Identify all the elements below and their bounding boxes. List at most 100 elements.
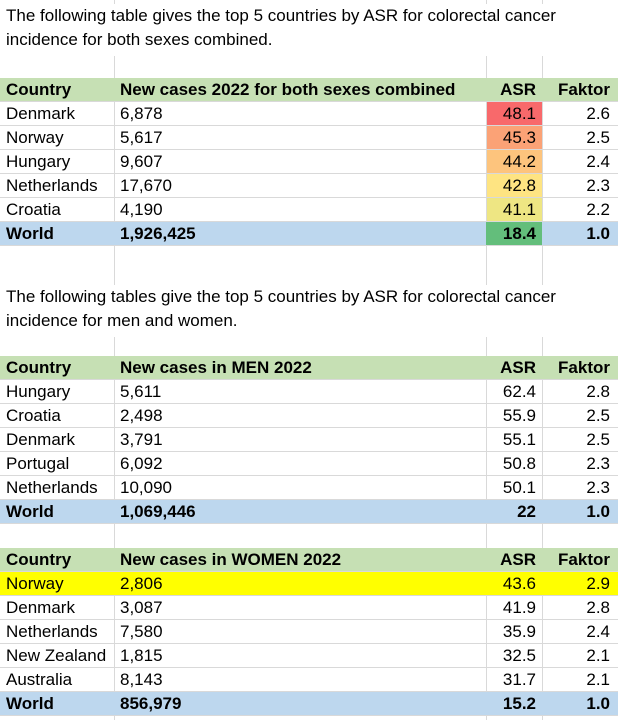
cell-new-cases[interactable]: 5,617 xyxy=(114,126,486,149)
world-row: World 1,069,446 22 1.0 xyxy=(0,500,618,524)
header-asr[interactable]: ASR xyxy=(500,80,536,99)
cell-country[interactable]: Hungary xyxy=(6,152,71,171)
cell-country[interactable]: Australia xyxy=(6,670,73,689)
cell-asr[interactable]: 43.6 xyxy=(502,574,536,593)
cell-faktor[interactable]: 2.3 xyxy=(542,476,618,499)
header-new-cases[interactable]: New cases 2022 for both sexes combined xyxy=(120,80,456,99)
cell-asr[interactable]: 45.3 xyxy=(486,126,542,149)
cell-faktor[interactable]: 2.6 xyxy=(542,102,618,125)
cell-country[interactable]: Hungary xyxy=(6,382,71,401)
cell-country[interactable]: Denmark xyxy=(6,598,75,617)
cell-new-cases[interactable]: 4,190 xyxy=(114,198,486,221)
cell-faktor[interactable]: 2.1 xyxy=(542,644,618,667)
cell-new-cases[interactable]: 5,611 xyxy=(114,380,486,403)
header-new-cases[interactable]: New cases in WOMEN 2022 xyxy=(120,550,342,569)
cell-country[interactable]: Portugal xyxy=(6,454,70,473)
cell-asr[interactable]: 41.9 xyxy=(486,596,542,619)
table-row: Denmark 3,791 55.1 2.5 xyxy=(0,428,618,452)
cell-faktor[interactable]: 2.9 xyxy=(586,574,610,593)
cell-country[interactable]: Netherlands xyxy=(6,622,98,641)
header-asr[interactable]: ASR xyxy=(500,358,536,377)
cell-asr[interactable]: 55.9 xyxy=(486,404,542,427)
table-row: Norway 2,806 43.6 2.9 xyxy=(0,572,618,596)
header-country[interactable]: Country xyxy=(6,358,72,377)
header-country[interactable]: Country xyxy=(6,550,72,569)
table-row: Denmark 3,087 41.9 2.8 xyxy=(0,596,618,620)
table-men: Country New cases in MEN 2022 ASR Faktor… xyxy=(0,356,618,524)
cell-country[interactable]: Denmark xyxy=(6,104,75,123)
cell-new-cases[interactable]: 2,498 xyxy=(114,404,486,427)
header-faktor[interactable]: Faktor xyxy=(558,550,610,569)
header-faktor[interactable]: Faktor xyxy=(558,358,610,377)
table-row: Croatia 2,498 55.9 2.5 xyxy=(0,404,618,428)
cell-asr[interactable]: 55.1 xyxy=(486,428,542,451)
cell-new-cases[interactable]: 17,670 xyxy=(114,174,486,197)
cell-asr[interactable]: 50.8 xyxy=(486,452,542,475)
world-cases[interactable]: 1,926,425 xyxy=(120,224,196,243)
cell-faktor[interactable]: 2.8 xyxy=(542,380,618,403)
cell-faktor[interactable]: 2.5 xyxy=(542,126,618,149)
cell-country[interactable]: Croatia xyxy=(6,200,61,219)
cell-country[interactable]: Netherlands xyxy=(6,478,98,497)
cell-asr[interactable]: 50.1 xyxy=(486,476,542,499)
table-header-row: Country New cases in WOMEN 2022 ASR Fakt… xyxy=(0,548,618,572)
cell-new-cases[interactable]: 1,815 xyxy=(114,644,486,667)
cell-asr[interactable]: 31.7 xyxy=(486,668,542,691)
header-asr[interactable]: ASR xyxy=(500,550,536,569)
cell-country[interactable]: Netherlands xyxy=(6,176,98,195)
cell-asr[interactable]: 44.2 xyxy=(486,150,542,173)
table-row: New Zealand 1,815 32.5 2.1 xyxy=(0,644,618,668)
table-row: Croatia 4,190 41.1 2.2 xyxy=(0,198,618,222)
cell-asr[interactable]: 32.5 xyxy=(486,644,542,667)
cell-faktor[interactable]: 2.3 xyxy=(542,452,618,475)
cell-new-cases[interactable]: 3,791 xyxy=(114,428,486,451)
cell-country[interactable]: Denmark xyxy=(6,430,75,449)
cell-new-cases[interactable]: 6,092 xyxy=(114,452,486,475)
cell-new-cases[interactable]: 7,580 xyxy=(114,620,486,643)
cell-new-cases[interactable]: 6,878 xyxy=(114,102,486,125)
world-country[interactable]: World xyxy=(6,224,54,243)
world-cases[interactable]: 856,979 xyxy=(120,694,182,713)
table-row: Netherlands 17,670 42.8 2.3 xyxy=(0,174,618,198)
header-faktor[interactable]: Faktor xyxy=(558,80,610,99)
cell-faktor[interactable]: 2.2 xyxy=(542,198,618,221)
table-row: Hungary 5,611 62.4 2.8 xyxy=(0,380,618,404)
cell-faktor[interactable]: 2.5 xyxy=(542,404,618,427)
world-country[interactable]: World xyxy=(6,502,54,521)
cell-faktor[interactable]: 2.4 xyxy=(542,150,618,173)
world-faktor[interactable]: 1.0 xyxy=(586,502,610,521)
cell-country[interactable]: New Zealand xyxy=(6,646,107,665)
cell-asr[interactable]: 62.4 xyxy=(486,380,542,403)
world-cases[interactable]: 1,069,446 xyxy=(120,502,196,521)
cell-asr[interactable]: 42.8 xyxy=(486,174,542,197)
cell-asr[interactable]: 48.1 xyxy=(486,102,542,125)
cell-faktor[interactable]: 2.5 xyxy=(542,428,618,451)
cell-faktor[interactable]: 2.1 xyxy=(542,668,618,691)
cell-faktor[interactable]: 2.3 xyxy=(542,174,618,197)
cell-faktor[interactable]: 2.4 xyxy=(542,620,618,643)
header-new-cases[interactable]: New cases in MEN 2022 xyxy=(120,358,312,377)
world-asr[interactable]: 18.4 xyxy=(486,222,542,245)
cell-new-cases[interactable]: 2,806 xyxy=(120,574,163,593)
cell-new-cases[interactable]: 8,143 xyxy=(114,668,486,691)
world-asr[interactable]: 22 xyxy=(517,502,536,521)
table-row: Australia 8,143 31.7 2.1 xyxy=(0,668,618,692)
header-country[interactable]: Country xyxy=(6,80,72,99)
world-faktor[interactable]: 1.0 xyxy=(586,694,610,713)
table-row: Hungary 9,607 44.2 2.4 xyxy=(0,150,618,174)
world-faktor[interactable]: 1.0 xyxy=(586,224,610,243)
cell-new-cases[interactable]: 9,607 xyxy=(114,150,486,173)
cell-asr[interactable]: 35.9 xyxy=(486,620,542,643)
cell-new-cases[interactable]: 10,090 xyxy=(114,476,486,499)
cell-country[interactable]: Norway xyxy=(6,128,64,147)
world-asr[interactable]: 15.2 xyxy=(502,694,536,713)
table-header-row: Country New cases 2022 for both sexes co… xyxy=(0,78,618,102)
cell-country[interactable]: Norway xyxy=(6,574,64,593)
cell-country[interactable]: Croatia xyxy=(6,406,61,425)
cell-asr[interactable]: 41.1 xyxy=(486,198,542,221)
cell-faktor[interactable]: 2.8 xyxy=(542,596,618,619)
table-row: Norway 5,617 45.3 2.5 xyxy=(0,126,618,150)
table-header-row: Country New cases in MEN 2022 ASR Faktor xyxy=(0,356,618,380)
cell-new-cases[interactable]: 3,087 xyxy=(114,596,486,619)
world-country[interactable]: World xyxy=(6,694,54,713)
